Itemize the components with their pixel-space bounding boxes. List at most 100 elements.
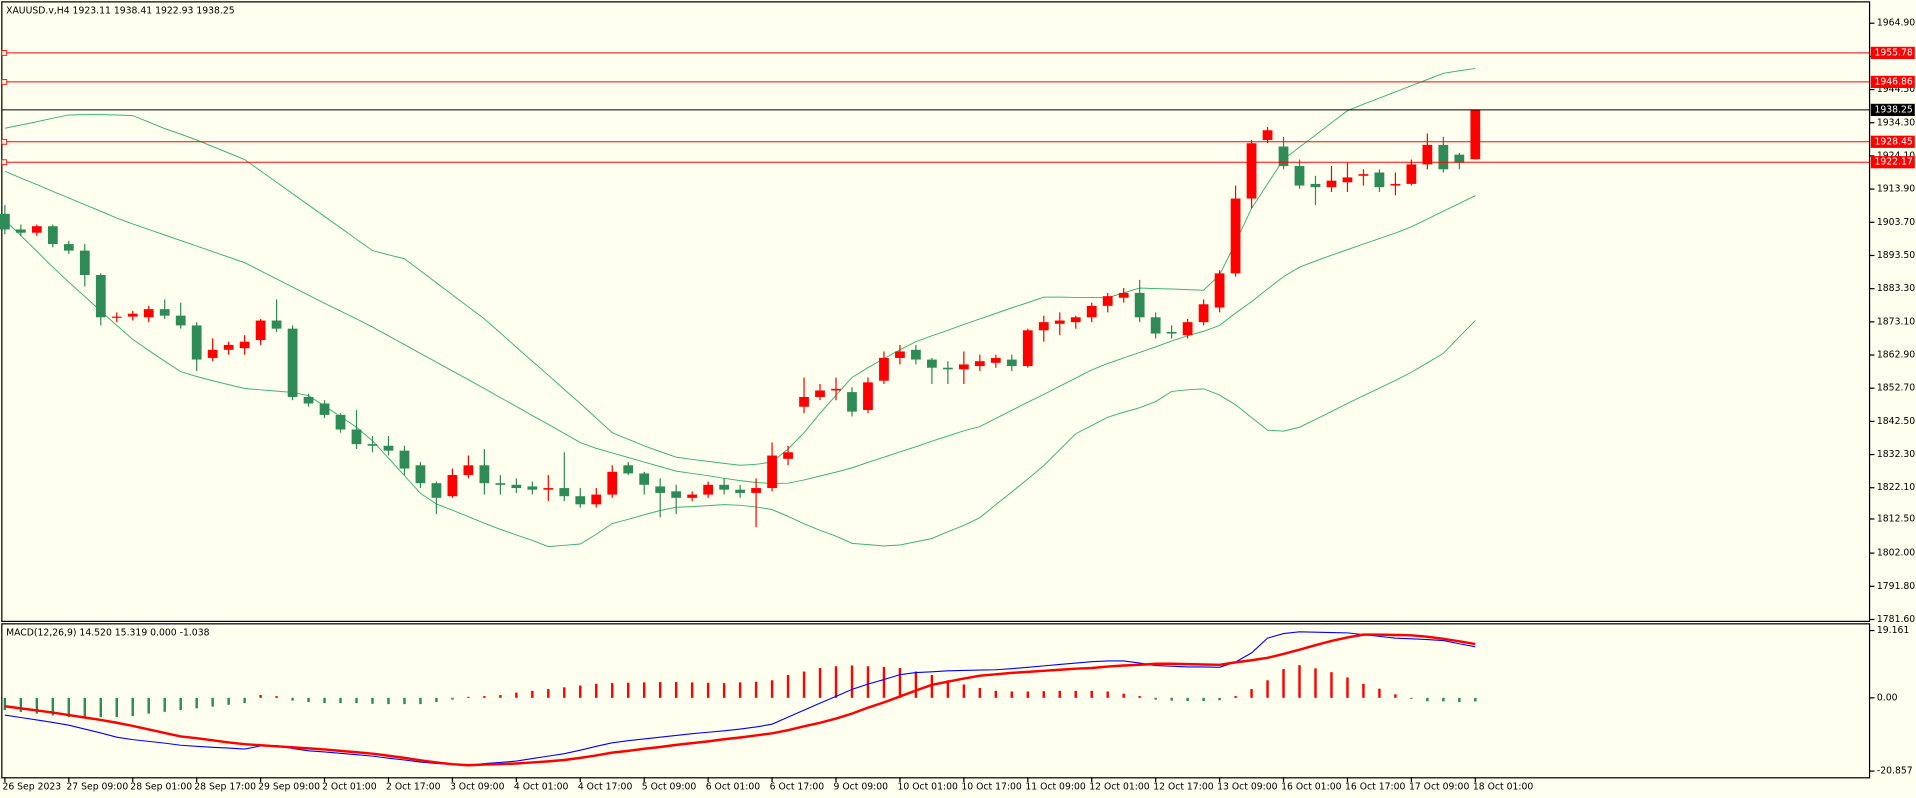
candle-body (431, 483, 442, 498)
candle-body (1310, 183, 1321, 188)
candle-body (255, 320, 266, 341)
y-tick-label: 1862.90 (1877, 350, 1915, 361)
candle-body (1182, 322, 1193, 336)
candle-body (511, 484, 522, 489)
x-tick-label: 6 Oct 17:00 (770, 781, 825, 792)
x-tick-label: 13 Oct 09:00 (1217, 781, 1278, 792)
candle-body (303, 396, 314, 404)
x-tick-label: 5 Oct 09:00 (642, 781, 697, 792)
candle-body (1326, 180, 1337, 188)
candle-body (463, 465, 474, 476)
candle-body (367, 444, 378, 446)
x-tick-label: 16 Oct 01:00 (1281, 781, 1342, 792)
y-tick-label: 1822.10 (1877, 482, 1915, 493)
y-tick-label: 1903.70 (1877, 217, 1915, 228)
candle-body (1150, 317, 1161, 334)
candle-body (1022, 330, 1033, 367)
macd-title: MACD(12,26,9) 14.520 15.319 0.000 -1.038 (6, 628, 209, 639)
candle-body (1470, 109, 1481, 160)
candle-body (79, 250, 90, 275)
candle-body (399, 450, 410, 469)
y-tick-label: 1944.50 (1877, 84, 1915, 95)
x-tick-label: 2 Oct 17:00 (386, 781, 441, 792)
candle-body (767, 455, 777, 489)
candle-body (1230, 198, 1241, 274)
candle-body (1262, 130, 1273, 141)
candle-body (735, 489, 745, 493)
line-series (4, 170, 1476, 484)
candle-body (942, 367, 953, 370)
level-handle (1, 50, 8, 56)
candle-body (559, 488, 570, 497)
level-label: 1946.86 (1874, 76, 1912, 87)
candle-body (1374, 172, 1385, 188)
candle-body (687, 494, 698, 498)
candle-body (607, 471, 618, 495)
candle-body (974, 361, 985, 367)
candle-body (1406, 164, 1417, 184)
candle-body (895, 351, 905, 358)
candle-body (879, 357, 889, 381)
candle-body (1358, 174, 1369, 176)
candle-body (847, 392, 857, 412)
x-tick-label: 26 Sep 2023 (2, 781, 61, 792)
candle-body (639, 473, 650, 485)
candle-body (383, 445, 394, 451)
candle-body (1118, 292, 1129, 298)
candle-body (799, 396, 809, 407)
candle-body (1006, 359, 1017, 367)
price-panel-frame (1, 1, 1871, 623)
level-label: 1922.17 (1874, 157, 1912, 168)
candle-body (703, 484, 714, 495)
candle-body (863, 382, 873, 410)
candle-body (0, 213, 10, 230)
candle-body (239, 341, 250, 349)
level-label: 1938.25 (1874, 104, 1912, 115)
y-tick-label: -20.857 (1877, 766, 1913, 777)
candle-body (1038, 322, 1049, 331)
candle-body (47, 226, 58, 245)
candle-body (1086, 305, 1097, 318)
candle-body (1294, 166, 1305, 186)
x-tick-label: 16 Oct 17:00 (1345, 781, 1406, 792)
y-tick-label: 1812.50 (1877, 513, 1915, 524)
candle-body (719, 484, 730, 490)
candle-body (751, 488, 761, 493)
candle-body (1166, 331, 1177, 334)
y-tick-label: 1873.10 (1877, 316, 1915, 327)
x-tick-label: 3 Oct 09:00 (450, 781, 505, 792)
y-tick-label: 19.161 (1877, 625, 1910, 636)
x-tick-label: 28 Sep 01:00 (130, 781, 192, 792)
candle-body (127, 313, 138, 317)
candle-body (655, 486, 666, 493)
candle-body (15, 229, 26, 233)
x-tick-label: 9 Oct 09:00 (834, 781, 889, 792)
x-tick-label: 28 Sep 17:00 (194, 781, 256, 792)
level-label-box (1870, 135, 1915, 148)
level-label-box (1870, 156, 1915, 169)
candle-body (1246, 143, 1257, 199)
chart-title: XAUUSD.v,H4 1923.11 1938.41 1922.93 1938… (6, 6, 235, 17)
candle-body (815, 390, 825, 397)
x-tick-label: 10 Oct 17:00 (961, 781, 1022, 792)
candle-body (335, 414, 346, 430)
candle-body (111, 316, 122, 318)
x-tick-label: 11 Oct 09:00 (1025, 781, 1086, 792)
candle-body (623, 465, 634, 474)
candle-body (831, 388, 841, 391)
line-series (4, 67, 1476, 466)
candle-body (223, 344, 234, 350)
candle-body (1278, 146, 1289, 167)
x-tick-label: 17 Oct 09:00 (1409, 781, 1470, 792)
candle-body (95, 274, 106, 318)
candle-body (175, 315, 186, 326)
candle-body (207, 349, 218, 358)
line-series (4, 633, 1476, 767)
y-tick-label: 1842.50 (1877, 416, 1915, 427)
level-handle (1, 159, 8, 166)
x-tick-label: 18 Oct 01:00 (1473, 781, 1534, 792)
candle-body (479, 465, 490, 484)
candle-body (351, 429, 362, 445)
